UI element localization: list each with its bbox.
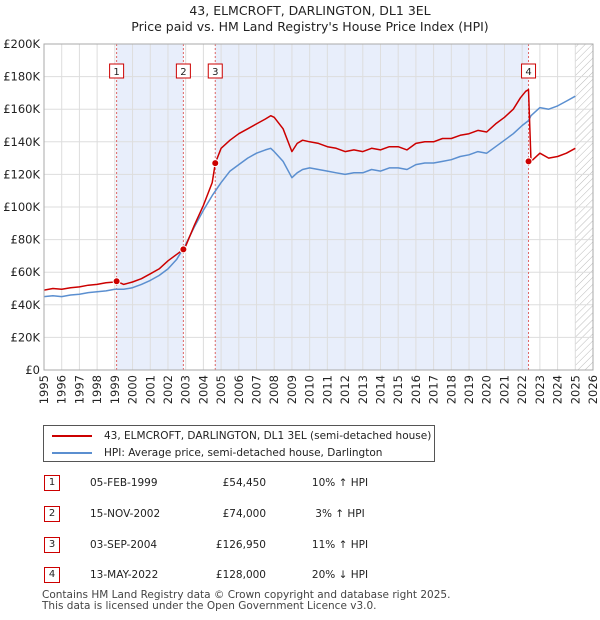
sale-date: 03-SEP-2004 <box>90 539 158 551</box>
legend-swatch-property <box>52 435 92 437</box>
x-tick-label: 2017 <box>427 375 441 404</box>
y-tick-label: £0 <box>25 363 40 377</box>
x-tick-label: 2019 <box>462 375 476 404</box>
sale-date: 13-MAY-2022 <box>90 569 159 581</box>
sale-point <box>211 159 220 168</box>
legend-swatch-hpi <box>52 452 92 454</box>
x-tick-label: 2000 <box>126 375 140 404</box>
y-tick-label: £40K <box>11 298 41 312</box>
footer-copyright: Contains HM Land Registry data © Crown c… <box>42 589 451 601</box>
x-tick-label: 1997 <box>72 375 86 404</box>
legend-item-hpi: HPI: Average price, semi-detached house,… <box>52 445 382 461</box>
x-tick-label: 1996 <box>55 375 69 404</box>
price-chart: 43, ELMCROFT, DARLINGTON, DL1 3EL Price … <box>3 3 600 404</box>
marker-label: 1 <box>113 67 119 78</box>
table-row: 2 15-NOV-2002 £74,000 3% ↑ HPI <box>42 506 462 526</box>
x-tick-label: 2011 <box>320 375 334 404</box>
marker-label-box <box>521 63 537 79</box>
x-tick-label: 2020 <box>480 375 494 404</box>
y-tick-label: £60K <box>11 265 41 279</box>
y-tick-label: £160K <box>3 102 40 116</box>
sale-date: 15-NOV-2002 <box>90 508 161 520</box>
sale-price: £126,950 <box>215 539 266 551</box>
marker-badge: 4 <box>44 567 60 583</box>
series-line-hpi <box>44 95 576 298</box>
marker-badge: 1 <box>44 475 60 491</box>
sale-date: 05-FEB-1999 <box>90 477 158 489</box>
chart-subtitle: Price paid vs. HM Land Registry's House … <box>131 19 488 34</box>
x-tick-label: 2014 <box>373 375 387 404</box>
x-tick-label: 2004 <box>196 375 210 404</box>
sale-point <box>179 245 188 254</box>
legend-label-hpi: HPI: Average price, semi-detached house,… <box>104 447 383 459</box>
x-tick-label: 2025 <box>568 375 582 404</box>
sale-point <box>112 277 121 286</box>
x-tick-label: 2007 <box>250 375 264 404</box>
legend: 43, ELMCROFT, DARLINGTON, DL1 3EL (semi-… <box>43 425 435 462</box>
y-tick-label: £140K <box>3 135 40 149</box>
sale-price: £54,450 <box>222 477 266 489</box>
table-row: 4 13-MAY-2022 £128,000 20% ↓ HPI <box>42 567 462 587</box>
footer-licence: This data is licensed under the Open Gov… <box>42 600 377 612</box>
x-tick-label: 2008 <box>267 375 281 404</box>
sale-price: £128,000 <box>215 569 266 581</box>
hpi-diff: 20% ↓ HPI <box>311 569 369 581</box>
y-tick-label: £180K <box>3 70 40 84</box>
y-tick-label: £200K <box>3 37 40 51</box>
x-tick-label: 2001 <box>143 375 157 404</box>
x-tick-label: 2003 <box>179 375 193 404</box>
x-tick-label: 2006 <box>232 375 246 404</box>
marker-badge: 2 <box>44 506 60 522</box>
x-tick-label: 2013 <box>356 375 370 404</box>
marker-badge: 3 <box>44 537 60 553</box>
plot-frame <box>43 43 594 371</box>
x-tick-label: 2016 <box>409 375 423 404</box>
y-tick-label: £100K <box>3 200 40 214</box>
series-line-property <box>44 88 576 291</box>
sale-point <box>524 157 533 166</box>
x-tick-label: 1999 <box>108 375 122 404</box>
y-tick-label: £80K <box>11 233 41 247</box>
sale-price: £74,000 <box>222 508 266 520</box>
x-tick-label: 2021 <box>497 375 511 404</box>
marker-label: 2 <box>180 67 186 78</box>
x-tick-label: 2012 <box>338 375 352 404</box>
hpi-diff: 10% ↑ HPI <box>311 477 369 489</box>
table-row: 1 05-FEB-1999 £54,450 10% ↑ HPI <box>42 475 462 495</box>
x-tick-label: 1995 <box>37 375 51 404</box>
marker-label: 4 <box>525 67 531 78</box>
x-tick-label: 2015 <box>391 375 405 404</box>
marker-label-box <box>109 63 125 79</box>
x-tick-label: 2026 <box>586 375 600 404</box>
y-tick-label: £20K <box>11 330 41 344</box>
x-tick-label: 2018 <box>444 375 458 404</box>
footer: Contains HM Land Registry data © Crown c… <box>42 590 450 612</box>
x-tick-label: 2005 <box>214 375 228 404</box>
x-tick-label: 2002 <box>161 375 175 404</box>
x-tick-label: 1998 <box>90 375 104 404</box>
marker-label-box <box>175 63 191 79</box>
x-tick-label: 2022 <box>515 375 529 404</box>
x-tick-label: 2009 <box>285 375 299 404</box>
x-tick-label: 2010 <box>303 375 317 404</box>
marker-label-box <box>207 63 223 79</box>
marker-label: 3 <box>212 67 218 78</box>
hpi-diff: 3% ↑ HPI <box>315 508 365 520</box>
series-group <box>44 88 576 298</box>
legend-item-property: 43, ELMCROFT, DARLINGTON, DL1 3EL (semi-… <box>52 428 431 444</box>
chart-title: 43, ELMCROFT, DARLINGTON, DL1 3EL <box>189 3 430 18</box>
hpi-diff: 11% ↑ HPI <box>311 539 369 551</box>
x-tick-label: 2023 <box>533 375 547 404</box>
y-tick-label: £120K <box>3 167 40 181</box>
x-tick-label: 2024 <box>551 375 565 404</box>
table-row: 3 03-SEP-2004 £126,950 11% ↑ HPI <box>42 537 462 557</box>
legend-label-property: 43, ELMCROFT, DARLINGTON, DL1 3EL (semi-… <box>104 430 432 442</box>
